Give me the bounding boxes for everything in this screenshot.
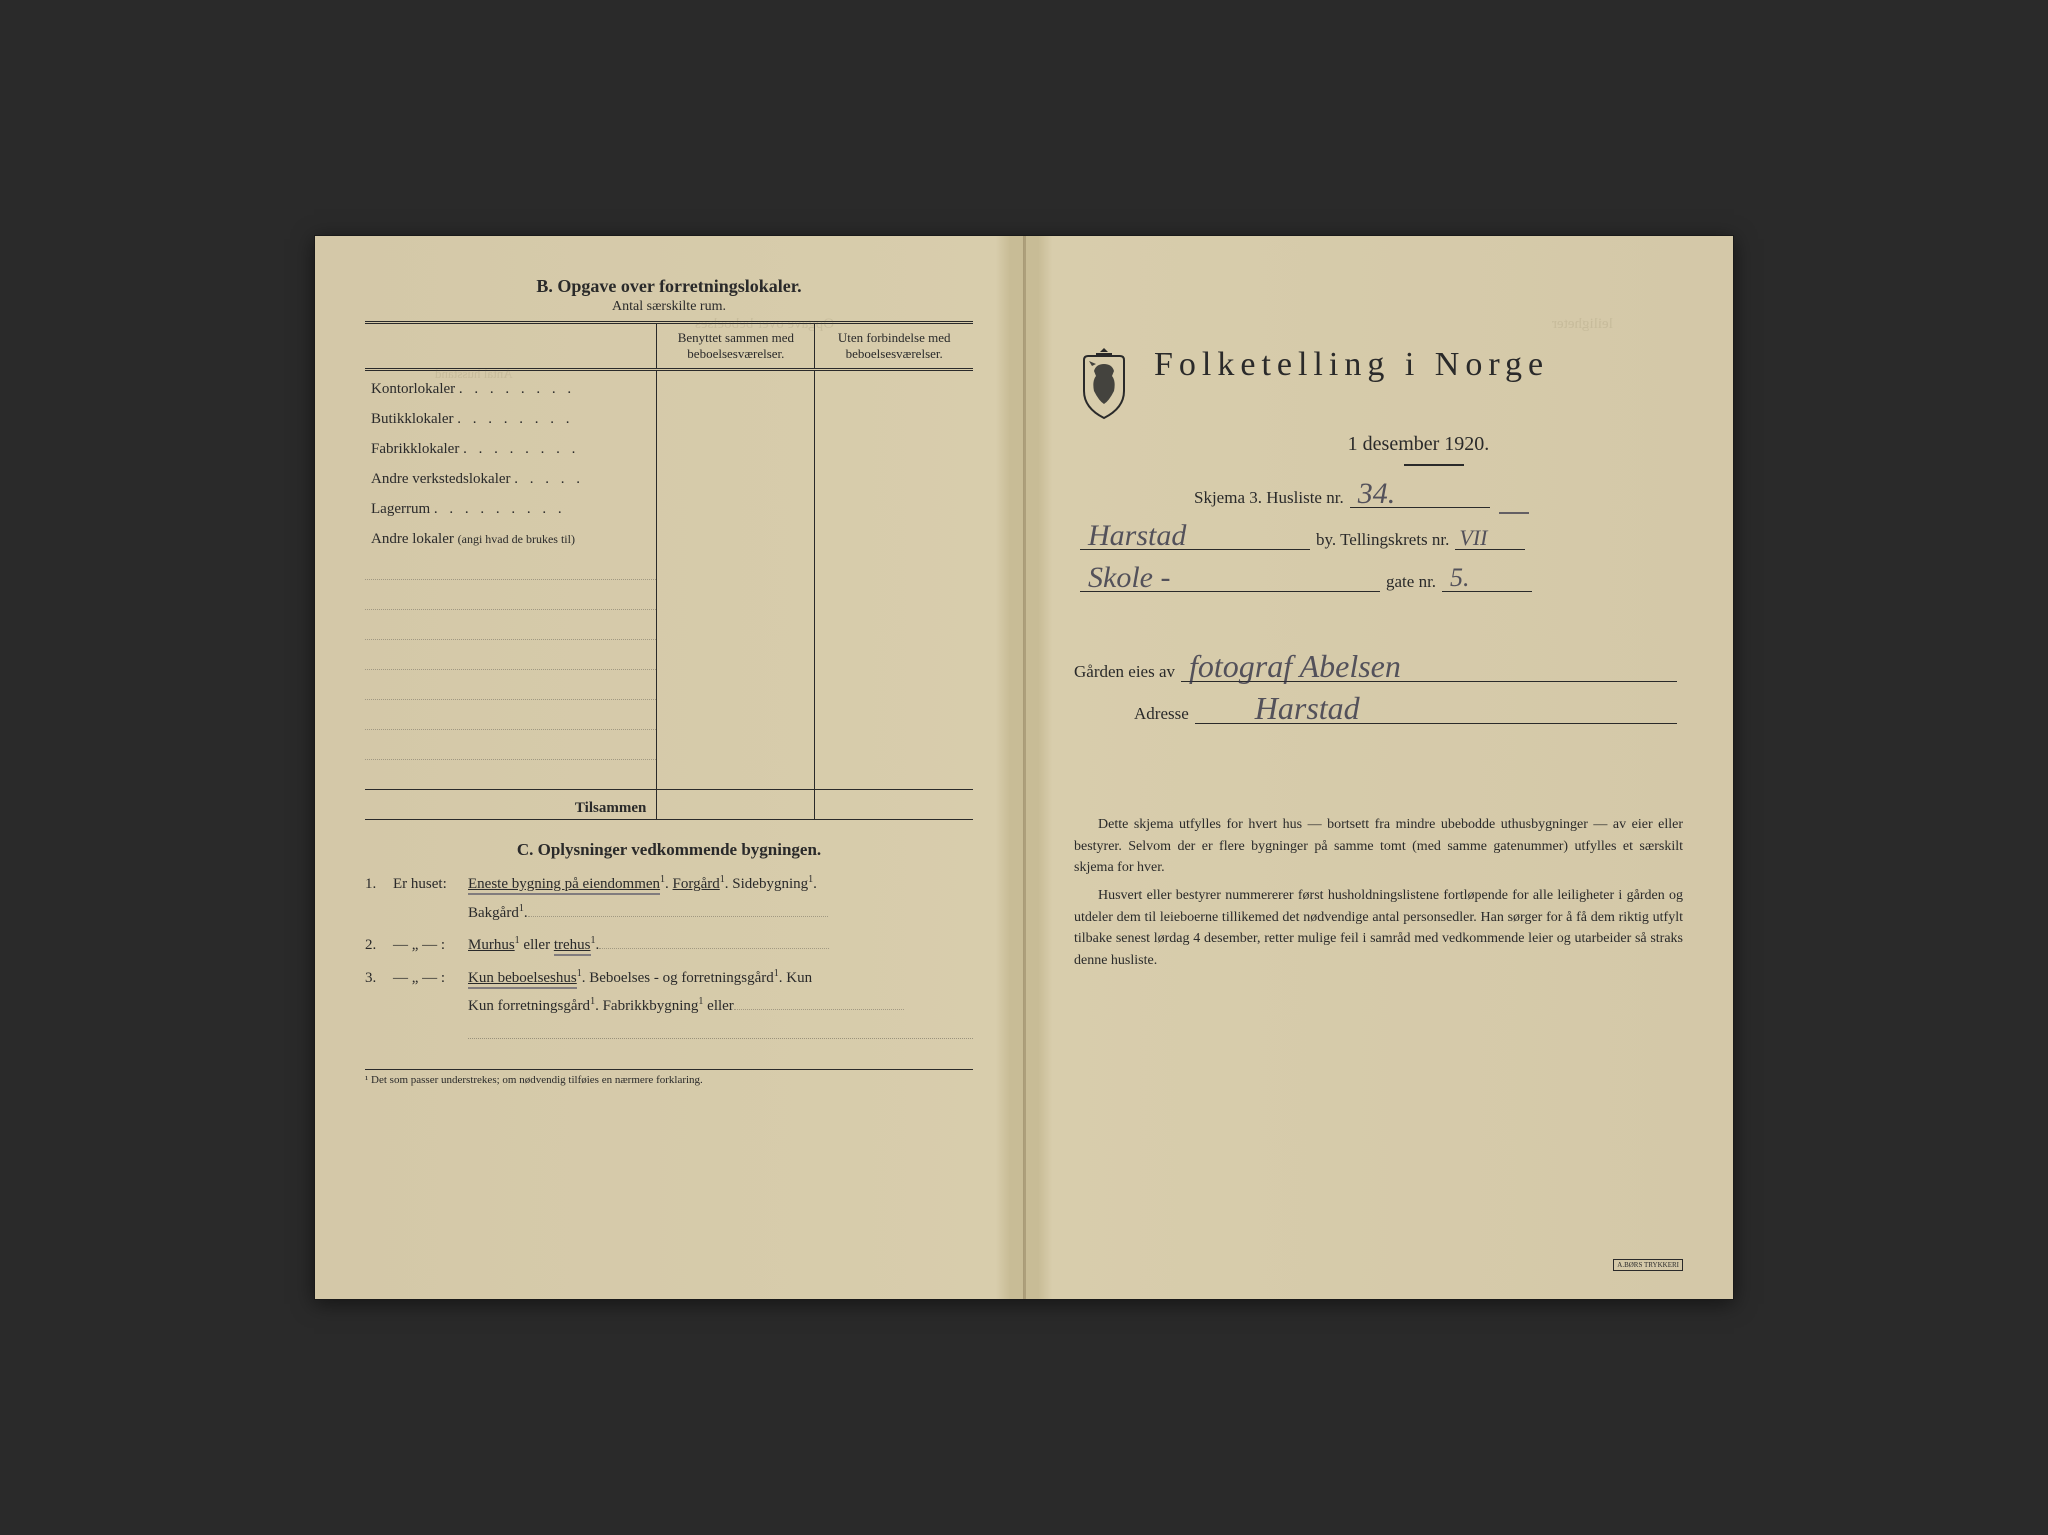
row-lager: Lagerrum . . . . . . . . . (365, 490, 657, 520)
main-title: Folketelling i Norge (1154, 346, 1549, 384)
c-q1: 1. Er huset: Eneste bygning på eiendomme… (365, 870, 973, 927)
header: Folketelling i Norge (1074, 346, 1683, 421)
address-value: Harstad (1255, 690, 1360, 727)
krets-value: VII (1459, 525, 1487, 551)
owner-row: Gården eies av fotograf Abelsen (1074, 658, 1683, 682)
section-b-subtitle: Antal særskilte rum. (365, 299, 973, 315)
date: 1 desember 1920. (1154, 433, 1683, 456)
c-q2: 2. — „ — : Murhus1 eller trehus1. (365, 931, 973, 960)
owner-value: fotograf Abelsen (1189, 648, 1401, 685)
total-label: Tilsammen (365, 790, 657, 820)
col-2: Uten forbindelse med beboelsesværelser. (815, 323, 973, 370)
gate-row: Skole - gate nr. 5. (1074, 568, 1683, 592)
husliste-row: Skjema 3. Husliste nr. 34. (1194, 484, 1683, 508)
by-row: Harstad by. Tellingskrets nr. VII (1074, 526, 1683, 550)
col-1: Benyttet sammen med beboelsesværelser. (657, 323, 815, 370)
printer-mark: A.BØRS TRYKKERI (1613, 1259, 1683, 1271)
section-c-title: C. Oplysninger vedkommende bygningen. (365, 840, 973, 860)
husliste-nr: 34. (1358, 477, 1396, 511)
section-b-title: B. Opgave over forretningslokaler. (365, 276, 973, 297)
instructions: Dette skjema utfylles for hvert hus — bo… (1074, 814, 1683, 972)
footnote: ¹ Det som passer understrekes; om nødven… (365, 1069, 973, 1086)
row-fabrikk: Fabrikklokaler . . . . . . . . (365, 430, 657, 460)
premises-table: Benyttet sammen med beboelsesværelser. U… (365, 321, 973, 820)
row-andre: Andre lokaler (angi hvad de brukes til) (365, 520, 657, 550)
row-butikk: Butikklokaler . . . . . . . . (365, 400, 657, 430)
right-page: leiligheter Folketelling i Norge 1 desem… (1024, 236, 1733, 1299)
left-page: Opgave over beboelses Antal husstand B. … (315, 236, 1024, 1299)
by-value: Harstad (1088, 519, 1186, 553)
gate-name: Skole - (1088, 561, 1170, 595)
census-document: Opgave over beboelses Antal husstand B. … (314, 235, 1734, 1300)
coat-of-arms-icon (1074, 346, 1134, 421)
row-kontor: Kontorlokaler . . . . . . . . (365, 370, 657, 400)
address-row: Adresse Harstad (1074, 700, 1683, 724)
col-blank (365, 323, 657, 370)
c-q3: 3. — „ — : Kun beboelseshus1. Beboelses … (365, 964, 973, 1050)
row-verksted: Andre verkstedslokaler . . . . . (365, 460, 657, 490)
gate-nr: 5. (1450, 563, 1470, 593)
